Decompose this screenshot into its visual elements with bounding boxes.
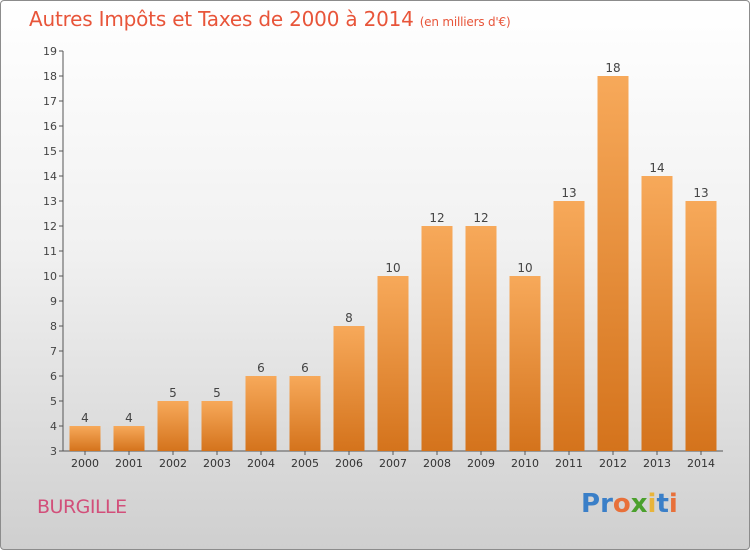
- data-label-2008: 12: [429, 211, 444, 225]
- y-tick-label: 9: [50, 295, 57, 308]
- bar-2009: [465, 226, 497, 451]
- x-tick-label: 2003: [203, 457, 231, 470]
- bar-2010: [509, 276, 541, 451]
- y-tick-label: 12: [43, 220, 57, 233]
- x-tick-label: 2014: [687, 457, 715, 470]
- x-tick-label: 2010: [511, 457, 539, 470]
- chart-title: Autres Impôts et Taxes de 2000 à 2014 (en…: [29, 7, 511, 31]
- x-tick-label: 2006: [335, 457, 363, 470]
- x-tick-label: 2012: [599, 457, 627, 470]
- x-tick-label: 2002: [159, 457, 187, 470]
- y-tick-label: 6: [50, 370, 57, 383]
- bar-2003: [201, 401, 233, 451]
- data-label-2010: 10: [517, 261, 532, 275]
- x-tick-label: 2000: [71, 457, 99, 470]
- y-tick-label: 17: [43, 95, 57, 108]
- data-label-2007: 10: [385, 261, 400, 275]
- data-label-2014: 13: [693, 186, 708, 200]
- data-label-2004: 6: [257, 361, 265, 375]
- chart-axes: 3 4 5 6 7 8 9 10 11 12 13 14 15 16 17 18 19 2000 2001 2002 2…: [43, 45, 723, 470]
- x-tick-label: 2013: [643, 457, 671, 470]
- y-tick-label: 15: [43, 145, 57, 158]
- bar-2011: [553, 201, 585, 451]
- y-tick-label: 16: [43, 120, 57, 133]
- bar-2014: [685, 201, 717, 451]
- y-tick-label: 10: [43, 270, 57, 283]
- y-tick-label: 11: [43, 245, 57, 258]
- y-tick-label: 13: [43, 195, 57, 208]
- y-tick-label: 4: [50, 420, 57, 433]
- data-label-2003: 5: [213, 386, 221, 400]
- y-tick-label: 3: [50, 445, 57, 458]
- data-label-2000: 4: [81, 411, 89, 425]
- y-tick-label: 8: [50, 320, 57, 333]
- data-label-2009: 12: [473, 211, 488, 225]
- bar-2000: [69, 426, 101, 451]
- bar-2012: [597, 76, 629, 451]
- y-tick-label: 18: [43, 70, 57, 83]
- data-label-2012: 18: [605, 61, 620, 75]
- x-tick-label: 2011: [555, 457, 583, 470]
- location-name: BURGILLE: [37, 496, 127, 518]
- x-tick-label: 2001: [115, 457, 143, 470]
- bar-2001: [113, 426, 145, 451]
- proxiti-logo: Proxiti: [581, 489, 678, 519]
- chart-bars: [69, 76, 717, 451]
- chart-data-labels: 4 4 5 5 6 6 8 10 12 12 10 13 18 14 13: [81, 61, 708, 425]
- y-tick-label: 14: [43, 170, 57, 183]
- x-tick-label: 2008: [423, 457, 451, 470]
- data-label-2005: 6: [301, 361, 309, 375]
- bar-2006: [333, 326, 365, 451]
- y-tick-label: 19: [43, 45, 57, 58]
- x-tick-label: 2004: [247, 457, 275, 470]
- y-tick-label: 5: [50, 395, 57, 408]
- x-tick-label: 2007: [379, 457, 407, 470]
- chart-title-text: Autres Impôts et Taxes de 2000 à 2014: [29, 7, 414, 31]
- bar-2008: [421, 226, 453, 451]
- bar-2013: [641, 176, 673, 451]
- x-tick-label: 2009: [467, 457, 495, 470]
- x-tick-label: 2005: [291, 457, 319, 470]
- data-label-2011: 13: [561, 186, 576, 200]
- data-label-2013: 14: [649, 161, 664, 175]
- bar-2007: [377, 276, 409, 451]
- data-label-2006: 8: [345, 311, 353, 325]
- y-tick-label: 7: [50, 345, 57, 358]
- chart-unit-label: (en milliers d'€): [419, 15, 511, 29]
- data-label-2001: 4: [125, 411, 133, 425]
- bar-2005: [289, 376, 321, 451]
- bar-2004: [245, 376, 277, 451]
- data-label-2002: 5: [169, 386, 177, 400]
- bar-2002: [157, 401, 189, 451]
